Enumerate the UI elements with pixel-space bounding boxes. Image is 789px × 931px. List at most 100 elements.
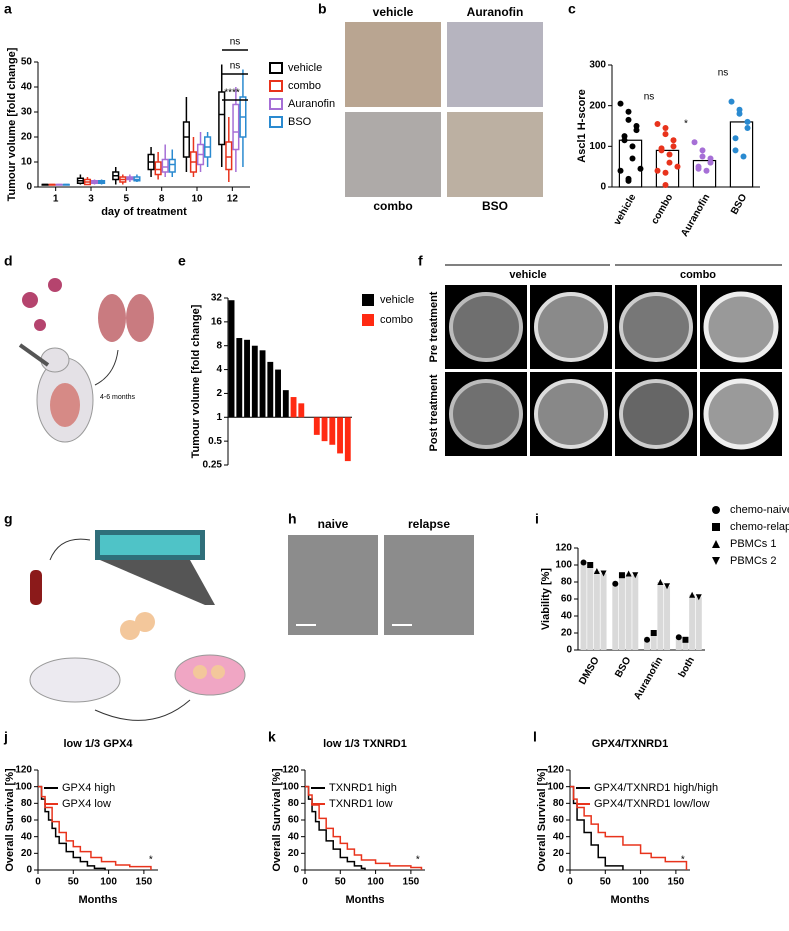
data-point bbox=[662, 169, 669, 176]
legend-swatch bbox=[269, 98, 283, 110]
bar bbox=[664, 586, 671, 650]
y-tick-label: 60 bbox=[561, 594, 573, 605]
panel-label: a bbox=[4, 1, 12, 17]
annotation: ns bbox=[230, 37, 241, 48]
annotation: **** bbox=[224, 88, 240, 99]
legend-swatch bbox=[269, 62, 283, 74]
x-tick-label: 50 bbox=[600, 877, 612, 888]
image bbox=[345, 22, 441, 107]
bar bbox=[625, 573, 632, 650]
annotation: ns bbox=[230, 61, 241, 72]
marker bbox=[712, 540, 720, 548]
panel-label: g bbox=[4, 511, 13, 527]
legend-label: combo bbox=[380, 314, 413, 326]
bar bbox=[593, 570, 600, 650]
marker bbox=[625, 570, 632, 577]
x-axis-label: Months bbox=[345, 894, 384, 906]
data-point bbox=[629, 155, 636, 162]
data-point bbox=[654, 167, 661, 174]
legend-label: vehicle bbox=[380, 294, 414, 306]
bar bbox=[282, 390, 289, 418]
y-tick-label: 0 bbox=[566, 645, 572, 656]
y-tick-label: 0 bbox=[293, 865, 299, 876]
bar bbox=[587, 565, 594, 650]
data-point bbox=[744, 125, 751, 132]
legend-label: PBMCs 2 bbox=[730, 555, 776, 567]
image bbox=[447, 22, 543, 107]
legend-label: TXNRD1 low bbox=[329, 798, 393, 810]
bar bbox=[580, 562, 587, 650]
panel-label: i bbox=[535, 511, 539, 527]
y-tick-label: 300 bbox=[589, 60, 606, 71]
box bbox=[154, 161, 162, 176]
bar bbox=[251, 345, 258, 418]
data-point bbox=[633, 127, 640, 134]
data-point bbox=[732, 135, 739, 142]
legend-swatch bbox=[269, 116, 283, 128]
data-point bbox=[666, 151, 673, 158]
data-point bbox=[744, 118, 751, 125]
legend-label: Auranofin bbox=[288, 98, 335, 110]
arrow bbox=[94, 349, 119, 386]
y-tick-label: 60 bbox=[21, 815, 33, 826]
bar bbox=[695, 597, 702, 650]
bar bbox=[298, 403, 305, 418]
bar bbox=[337, 417, 343, 454]
virus bbox=[22, 292, 38, 308]
x-tick-label: Auranofin bbox=[632, 655, 665, 701]
data-point bbox=[670, 137, 677, 144]
bar bbox=[290, 397, 297, 418]
y-tick-label: 40 bbox=[553, 831, 565, 842]
legend-label: chemo-relapse bbox=[730, 521, 789, 533]
stand bbox=[100, 560, 215, 605]
x-tick-label: Auranofin bbox=[679, 192, 712, 238]
bar bbox=[644, 639, 651, 650]
x-tick-label: 150 bbox=[668, 877, 685, 888]
y-tick-label: 40 bbox=[21, 831, 33, 842]
y-tick-label: 20 bbox=[288, 848, 300, 859]
spheroid-panel: naive relapse bbox=[288, 517, 474, 635]
x-tick-label: BSO bbox=[729, 192, 749, 216]
row-label: Post treatment bbox=[428, 374, 440, 451]
cells bbox=[120, 620, 140, 640]
y-axis-label: Viability [%] bbox=[540, 568, 552, 630]
y-tick-label: 40 bbox=[288, 831, 300, 842]
bar bbox=[689, 594, 696, 650]
y-tick-label: 10 bbox=[21, 157, 33, 168]
y-tick-label: 120 bbox=[555, 543, 572, 554]
survival-curve bbox=[38, 785, 106, 870]
data-point bbox=[629, 143, 636, 150]
y-tick-label: 20 bbox=[561, 628, 573, 639]
scan bbox=[703, 378, 779, 450]
x-tick-label: 100 bbox=[100, 877, 117, 888]
lung bbox=[98, 294, 126, 342]
x-tick-label: 3 bbox=[88, 194, 94, 205]
panel-label: j bbox=[3, 729, 8, 745]
y-tick-label: 30 bbox=[21, 107, 33, 118]
y-tick-label: 20 bbox=[21, 848, 33, 859]
bar bbox=[650, 633, 657, 650]
y-tick-label: 0 bbox=[558, 865, 564, 876]
box bbox=[182, 121, 190, 158]
y-tick-label: 100 bbox=[15, 781, 32, 792]
data-point bbox=[654, 120, 661, 127]
x-tick-label: both bbox=[677, 655, 697, 679]
x-tick-label: 150 bbox=[403, 877, 420, 888]
marker bbox=[600, 570, 607, 577]
image bbox=[288, 535, 378, 635]
marker bbox=[675, 634, 682, 641]
legend-swatch bbox=[269, 80, 283, 92]
data-point bbox=[658, 147, 665, 154]
data-point bbox=[691, 139, 698, 146]
y-tick-label: 80 bbox=[561, 577, 573, 588]
culture-dish bbox=[174, 654, 246, 696]
data-point bbox=[637, 165, 644, 172]
data-point bbox=[621, 137, 628, 144]
image bbox=[447, 112, 543, 197]
survival-curve bbox=[570, 785, 624, 870]
bar bbox=[313, 417, 320, 435]
marker bbox=[593, 567, 600, 574]
legend-label: TXNRD1 high bbox=[329, 782, 397, 794]
mri-panel: vehicle combo Pre treatment Post treatme… bbox=[428, 264, 782, 456]
